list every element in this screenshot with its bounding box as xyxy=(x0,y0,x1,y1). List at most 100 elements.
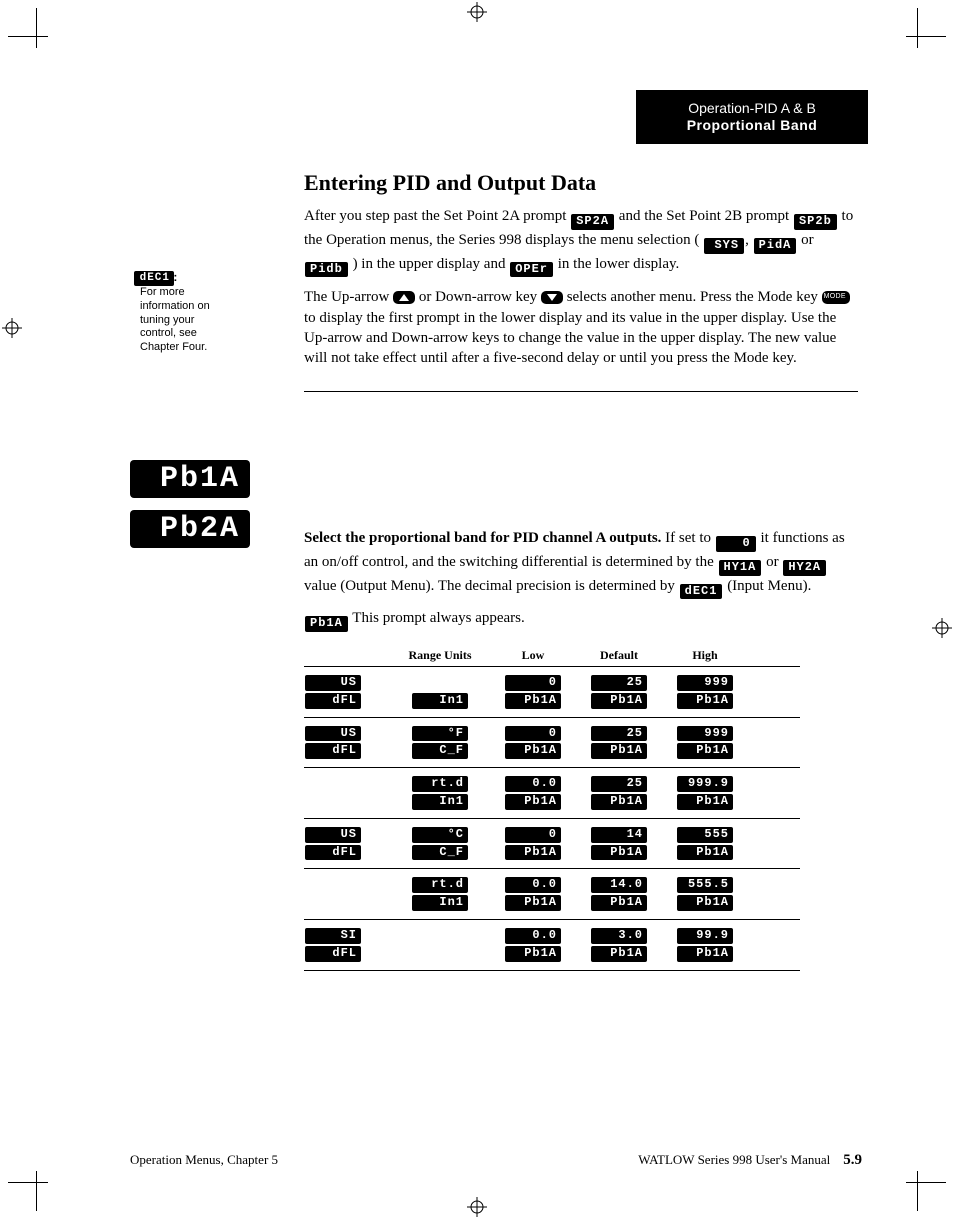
seg-display: rt.d xyxy=(412,877,468,893)
seg-dec1: dEC1 xyxy=(680,584,723,600)
registration-mark-icon xyxy=(467,2,487,22)
th xyxy=(304,648,390,663)
th: Range Units xyxy=(390,648,490,663)
seg-display: In1 xyxy=(412,693,468,709)
seg-display: Pb1A xyxy=(677,794,733,810)
down-arrow-icon xyxy=(541,291,563,304)
registration-mark-icon xyxy=(2,318,22,338)
table-section: rt.d0.014.0555.5In1Pb1APb1APb1A xyxy=(304,869,800,920)
th: High xyxy=(662,648,748,663)
seg-oper: OPEr xyxy=(510,262,553,278)
table-cell: 0.0 xyxy=(490,776,576,792)
divider xyxy=(304,391,858,392)
table-cell: Pb1A xyxy=(490,845,576,861)
text: The Up-arrow xyxy=(304,289,393,305)
text: to display the first prompt in the lower… xyxy=(304,310,836,367)
crop-mark xyxy=(906,1182,946,1183)
seg-hy1a: HY1A xyxy=(719,560,762,576)
seg-display: rt.d xyxy=(412,776,468,792)
table-cell: 0 xyxy=(490,726,576,742)
table-row: dFLC_FPb1APb1APb1A xyxy=(304,743,800,759)
table-row: SI 0.0 3.0 99.9 xyxy=(304,928,800,944)
seg-dec1-sidebar: dEC1 xyxy=(134,271,174,286)
table-row: US°F025999 xyxy=(304,726,800,742)
seg-display: In1 xyxy=(412,794,468,810)
table-cell: Pb1A xyxy=(490,946,576,962)
table-row: In1 Pb1A Pb1A Pb1A xyxy=(304,794,800,810)
table-cell: 555.5 xyxy=(662,877,748,893)
seg-display: Pb1A xyxy=(505,895,561,911)
table-cell: 0.0 xyxy=(490,928,576,944)
table-cell: 0.0 xyxy=(490,877,576,893)
seg-display: Pb1A xyxy=(591,794,647,810)
table-cell: Pb1A xyxy=(490,895,576,911)
table-row: US025999 xyxy=(304,675,800,691)
seg-display: 0 xyxy=(505,827,561,843)
table-cell: 25 xyxy=(576,726,662,742)
text: (Input Menu). xyxy=(723,578,811,594)
table-cell: Pb1A xyxy=(662,693,748,709)
seg-display: °C xyxy=(412,827,468,843)
table-cell: C_F xyxy=(390,845,490,861)
crop-mark xyxy=(8,1182,48,1183)
table-cell: Pb1A xyxy=(662,946,748,962)
range-table: Range Units Low Default High US025999dFL… xyxy=(304,648,800,971)
table-cell: dFL xyxy=(304,693,390,709)
table-section: rt.d0.025999.9In1Pb1APb1APb1A xyxy=(304,768,800,819)
intro-text: After you step past the Set Point 2A pro… xyxy=(304,206,858,378)
table-row: dFLPb1APb1APb1A xyxy=(304,946,800,962)
seg-display: 0.0 xyxy=(505,877,561,893)
text: , xyxy=(745,232,753,248)
seg-pb1a-large: Pb1A xyxy=(130,460,250,498)
seg-display: C_F xyxy=(412,845,468,861)
table-cell: Pb1A xyxy=(576,845,662,861)
table-cell: Pb1A xyxy=(576,693,662,709)
section-heading: Entering PID and Output Data xyxy=(304,170,596,196)
crop-mark xyxy=(36,1171,37,1211)
text: If set to xyxy=(661,530,714,546)
footer-right: WATLOW Series 998 User's Manual 5.9 xyxy=(638,1152,862,1169)
text: value (Output Menu). The decimal precisi… xyxy=(304,578,679,594)
table-row: rt.d0.014.0555.5 xyxy=(304,877,800,893)
text: selects another menu. Press the Mode key xyxy=(567,289,822,305)
seg-display: Pb1A xyxy=(677,845,733,861)
seg-display: Pb1A xyxy=(505,845,561,861)
th: Low xyxy=(490,648,576,663)
mode-key-icon xyxy=(822,291,850,304)
seg-display: 0 xyxy=(505,726,561,742)
table-cell: Pb1A xyxy=(662,845,748,861)
seg-display: SI xyxy=(305,928,361,944)
chapter-header-box: Operation-PID A & B Proportional Band xyxy=(636,90,868,144)
table-cell: US xyxy=(304,726,390,742)
seg-display: 3.0 xyxy=(591,928,647,944)
seg-display: Pb1A xyxy=(505,743,561,759)
seg-display: Pb1A xyxy=(591,845,647,861)
table-cell: Pb1A xyxy=(662,743,748,759)
table-cell: °C xyxy=(390,827,490,843)
text: ) in the upper display and xyxy=(353,256,510,272)
table-cell: Pb1A xyxy=(490,794,576,810)
table-row: dFLC_FPb1APb1APb1A xyxy=(304,845,800,861)
text: or xyxy=(762,554,782,570)
text: After you step past the Set Point 2A pro… xyxy=(304,208,570,224)
seg-display: Pb1A xyxy=(591,743,647,759)
table-cell: 0 xyxy=(490,827,576,843)
seg-display: °F xyxy=(412,726,468,742)
seg-display: dFL xyxy=(305,693,361,709)
note-body: For more information on tuning your cont… xyxy=(140,286,212,355)
table-cell: 99.9 xyxy=(662,928,748,944)
seg-display: Pb1A xyxy=(677,946,733,962)
seg-display: Pb1A xyxy=(591,693,647,709)
seg-display: Pb1A xyxy=(505,946,561,962)
table-section: SI0.03.099.9dFLPb1APb1APb1A xyxy=(304,920,800,971)
table-cell: Pb1A xyxy=(576,895,662,911)
seg-display: 999.9 xyxy=(677,776,733,792)
table-cell: Pb1A xyxy=(576,794,662,810)
seg-display: 999 xyxy=(677,675,733,691)
table-cell: US xyxy=(304,675,390,691)
seg-hy2a: HY2A xyxy=(783,560,826,576)
parameter-body: Select the proportional band for PID cha… xyxy=(304,528,858,599)
text: or Down-arrow key xyxy=(419,289,541,305)
table-cell: dFL xyxy=(304,946,390,962)
seg-sys: SYS xyxy=(704,238,744,254)
